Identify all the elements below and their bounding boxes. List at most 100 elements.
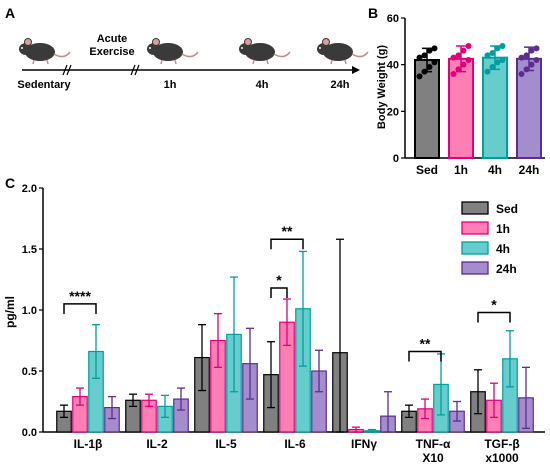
significance-label: ** (282, 223, 293, 239)
data-point (450, 71, 457, 77)
y-tick-label: 0 (393, 153, 399, 165)
data-point (484, 52, 491, 59)
mouse-leg (160, 59, 163, 65)
data-point (523, 66, 530, 73)
data-point (518, 54, 525, 61)
x-tick-label: 1h (454, 163, 468, 177)
mouse-head (19, 43, 33, 55)
significance-label: ** (420, 335, 431, 351)
timeline-panel: Sedentary Acute Exercise 1h 4h 24h (17, 33, 369, 91)
significance-bracket (63, 303, 97, 314)
legend-label: 24h (496, 262, 517, 276)
x-tick-label: TNF-α X10 (416, 437, 451, 465)
x-tick-label-line: IL-6 (284, 437, 306, 451)
mouse-ear (24, 38, 32, 46)
mouse-leg (330, 59, 333, 65)
mouse-ear (322, 38, 330, 46)
y-tick-label: 2.0 (22, 183, 37, 195)
data-point (421, 52, 428, 59)
x-tick-label: IL-2 (146, 437, 168, 451)
mouse-tail (53, 51, 71, 58)
x-tick-label-line: x1000 (485, 451, 519, 465)
y-tick-label: 40 (387, 60, 399, 72)
significance-label: * (276, 272, 282, 288)
x-tick-label: Sed (416, 163, 438, 177)
mouse-leg (266, 59, 269, 65)
mouse-icon (19, 38, 71, 65)
mouse-eye (241, 47, 243, 49)
panel-a-letter: A (5, 5, 15, 21)
x-tick-label-line: IL-2 (146, 437, 168, 451)
mouse-leg (46, 59, 49, 65)
data-point (450, 54, 457, 61)
mouse-tail (273, 51, 291, 58)
y-tick-label: 20 (387, 106, 399, 118)
mouse-ear (244, 38, 252, 46)
mouse-icon (147, 38, 199, 65)
data-point (494, 45, 501, 52)
timeline-label-sedentary: Sedentary (17, 79, 71, 91)
timeline-break-mark (62, 64, 72, 76)
y-tick-label: 0.5 (22, 366, 37, 378)
data-point (460, 47, 467, 54)
body-weight-chart: 0 20 40 60 Sed 1h 4h 24h (387, 13, 545, 177)
significance-label: **** (69, 288, 91, 304)
data-point (518, 71, 525, 77)
y-tick-label: 1.0 (22, 305, 37, 317)
data-point (499, 43, 506, 49)
significance-bracket (270, 238, 304, 250)
data-point (484, 68, 491, 75)
significance-bracket (270, 287, 288, 299)
body-weight-ylabel: Body Weight (g) (376, 45, 388, 129)
data-point (455, 52, 462, 59)
data-point (523, 52, 530, 59)
significance-label: * (491, 296, 497, 312)
data-point (533, 45, 540, 52)
legend-swatch (461, 221, 489, 235)
data-point (455, 66, 462, 73)
data-point (465, 43, 472, 49)
legend-label: 1h (496, 222, 510, 236)
data-point (528, 61, 535, 68)
significance-bracket (408, 350, 442, 362)
y-tick-label: 60 (387, 13, 399, 25)
timeline-arrowhead (352, 66, 360, 74)
x-tick-label-line: X10 (422, 451, 444, 465)
data-point (431, 59, 438, 66)
data-point (465, 57, 472, 63)
data-point (426, 64, 433, 70)
timeline-break-mark (130, 64, 140, 76)
timeline-label-1h: 1h (164, 79, 177, 91)
legend-swatch (461, 241, 489, 255)
data-point (533, 57, 540, 63)
legend-label: 4h (496, 242, 510, 256)
x-tick-label: TGF-β x1000 (484, 437, 519, 465)
x-tick-label: IFNγ (351, 437, 377, 451)
legend-label: Sed (496, 202, 518, 216)
mouse-leg (344, 59, 347, 65)
data-point (416, 54, 423, 61)
data-point (460, 61, 467, 68)
legend-swatch (461, 201, 489, 215)
mouse-tail (181, 51, 199, 58)
data-point (489, 50, 496, 56)
mouse-eye (319, 47, 321, 49)
x-tick-label: IL-6 (284, 437, 306, 451)
significance-bracket (477, 311, 511, 323)
cytokine-chart: 0.0 0.5 1.0 1.5 2.0 IL-1β IL-2 IL-5 IL-6 IFNγ TNF-… (22, 183, 545, 465)
cytokine-ylabel: pg/ml (3, 296, 17, 328)
mouse-leg (174, 59, 177, 65)
timeline-label-4h: 4h (256, 79, 269, 91)
data-point (431, 45, 438, 52)
bar-4h (482, 56, 508, 160)
y-tick-label: 1.5 (22, 244, 37, 256)
legend-swatch (461, 261, 489, 275)
mouse-head (317, 43, 331, 55)
x-tick-label-line: TGF-β (484, 437, 519, 451)
x-tick-label-line: IL-1β (74, 437, 103, 451)
mouse-head (147, 43, 161, 55)
mouse-leg (32, 59, 35, 65)
mouse-leg (252, 59, 255, 65)
mouse-eye (21, 47, 23, 49)
